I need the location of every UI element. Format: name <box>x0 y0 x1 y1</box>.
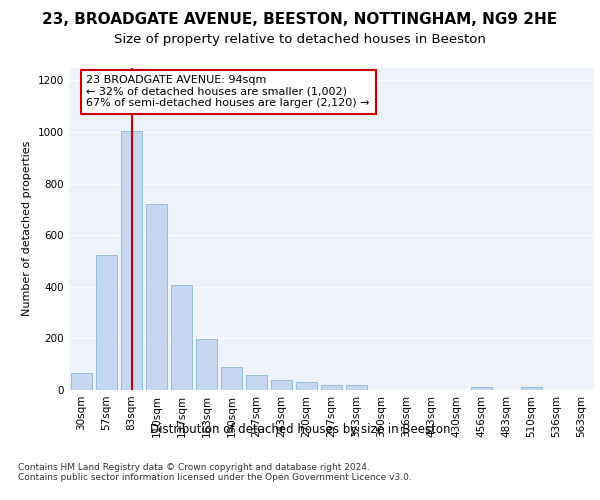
Text: Contains HM Land Registry data © Crown copyright and database right 2024.
Contai: Contains HM Land Registry data © Crown c… <box>18 462 412 482</box>
Bar <box>471 387 492 390</box>
Bar <box>171 284 192 390</box>
Text: 23, BROADGATE AVENUE, BEESTON, NOTTINGHAM, NG9 2HE: 23, BROADGATE AVENUE, BEESTON, NOTTINGHA… <box>43 12 557 28</box>
Bar <box>346 386 367 390</box>
Bar <box>96 254 117 390</box>
Bar <box>296 382 317 390</box>
Text: 23 BROADGATE AVENUE: 94sqm
← 32% of detached houses are smaller (1,002)
67% of s: 23 BROADGATE AVENUE: 94sqm ← 32% of deta… <box>86 75 370 108</box>
Bar <box>246 374 267 390</box>
Text: Size of property relative to detached houses in Beeston: Size of property relative to detached ho… <box>114 32 486 46</box>
Bar <box>271 380 292 390</box>
Y-axis label: Number of detached properties: Number of detached properties <box>22 141 32 316</box>
Bar <box>121 132 142 390</box>
Bar <box>521 387 542 390</box>
Bar <box>146 204 167 390</box>
Bar <box>321 386 342 390</box>
Bar <box>71 373 92 390</box>
Text: Distribution of detached houses by size in Beeston: Distribution of detached houses by size … <box>150 422 450 436</box>
Bar <box>221 367 242 390</box>
Bar <box>196 339 217 390</box>
